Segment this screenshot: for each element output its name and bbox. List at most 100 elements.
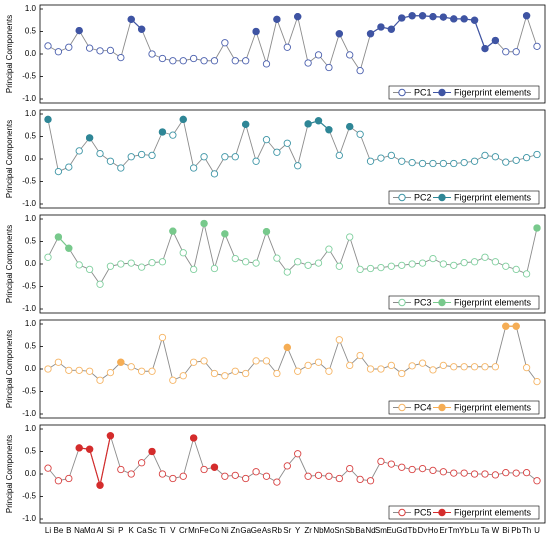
legend-marker [438,508,446,517]
series-line [47,14,538,72]
point [210,170,219,178]
x-tick-label: U [534,526,540,533]
point [346,361,354,370]
point [460,363,468,371]
point [127,363,135,371]
point [190,54,198,63]
series-line [47,223,538,286]
point [283,139,291,147]
y-tick-label: -1.0 [22,304,36,313]
point [429,466,437,475]
legend-label: Figerprint elements [454,297,532,307]
point [491,471,500,479]
point [96,280,104,288]
point [242,369,250,378]
point [377,154,385,162]
point [346,233,354,241]
point [44,365,52,373]
point [85,44,94,52]
point [418,359,427,367]
y-tick-label: 1.0 [25,4,37,13]
y-tick-label: 0.5 [25,447,37,456]
point [190,164,198,172]
point [252,468,260,476]
fingerprint-point [190,434,198,442]
point [200,57,208,65]
point [314,471,323,479]
point [65,474,73,483]
point [470,258,479,266]
point [273,478,281,486]
point [533,477,541,485]
point [429,366,437,374]
point [242,474,250,483]
point [398,369,406,378]
x-tick-label: Rb [272,526,283,533]
point [262,60,271,68]
x-tick-label: Al [96,526,103,533]
point [470,470,479,478]
fingerprint-point [283,343,291,352]
x-tick-label: Fe [199,526,209,533]
point [366,264,375,273]
point [439,260,448,268]
y-tick-label: 0.0 [25,364,37,373]
point [366,477,375,485]
x-tick-label: Ta [481,526,490,533]
point [387,262,395,270]
point [85,265,94,274]
y-tick-label: 0.5 [25,237,37,246]
y-axis-label: Principal Components [5,225,14,303]
fingerprint-point [85,445,94,453]
point [54,48,63,56]
legend-marker [398,88,406,97]
point [356,67,364,75]
point [148,151,156,160]
point [439,159,448,168]
x-tick-label: Ca [137,526,148,533]
x-tick-label: Nd [365,526,375,533]
point [127,259,135,267]
fingerprint-point [533,224,541,232]
fingerprint-point [325,126,333,134]
fingerprint-point [512,322,520,330]
x-tick-label: Dy [418,526,428,533]
point [325,63,333,72]
point [190,358,198,366]
point [460,258,468,267]
fingerprint-point [200,219,208,228]
legend-box [388,85,540,100]
x-tick-label: Ga [240,526,251,533]
x-tick-label: Th [522,526,531,533]
x-tick-label: Bi [502,526,509,533]
fingerprint-point [221,230,229,238]
point [242,258,250,266]
x-tick-label: Zr [304,526,312,533]
point [231,367,239,375]
point [231,153,239,161]
point [502,262,510,270]
point [294,162,302,170]
point [429,159,437,168]
fingerprint-point [44,115,52,124]
fingerprint-point [429,12,437,21]
fingerprint-point [304,120,312,128]
point [512,469,520,477]
y-tick-label: 0.0 [25,49,37,58]
point [491,258,500,266]
fingerprint-point [96,481,104,489]
point [75,147,83,155]
point [200,465,208,474]
point [533,377,541,386]
point [522,153,531,162]
x-tick-label: Li [45,526,51,533]
point [450,159,458,168]
x-tick-label: Ba [355,526,365,533]
point [366,365,375,373]
y-tick-label: 0.0 [25,259,37,268]
point [450,261,458,269]
point [106,368,115,377]
point [44,42,52,50]
point [418,464,427,473]
fingerprint-point [137,25,146,33]
